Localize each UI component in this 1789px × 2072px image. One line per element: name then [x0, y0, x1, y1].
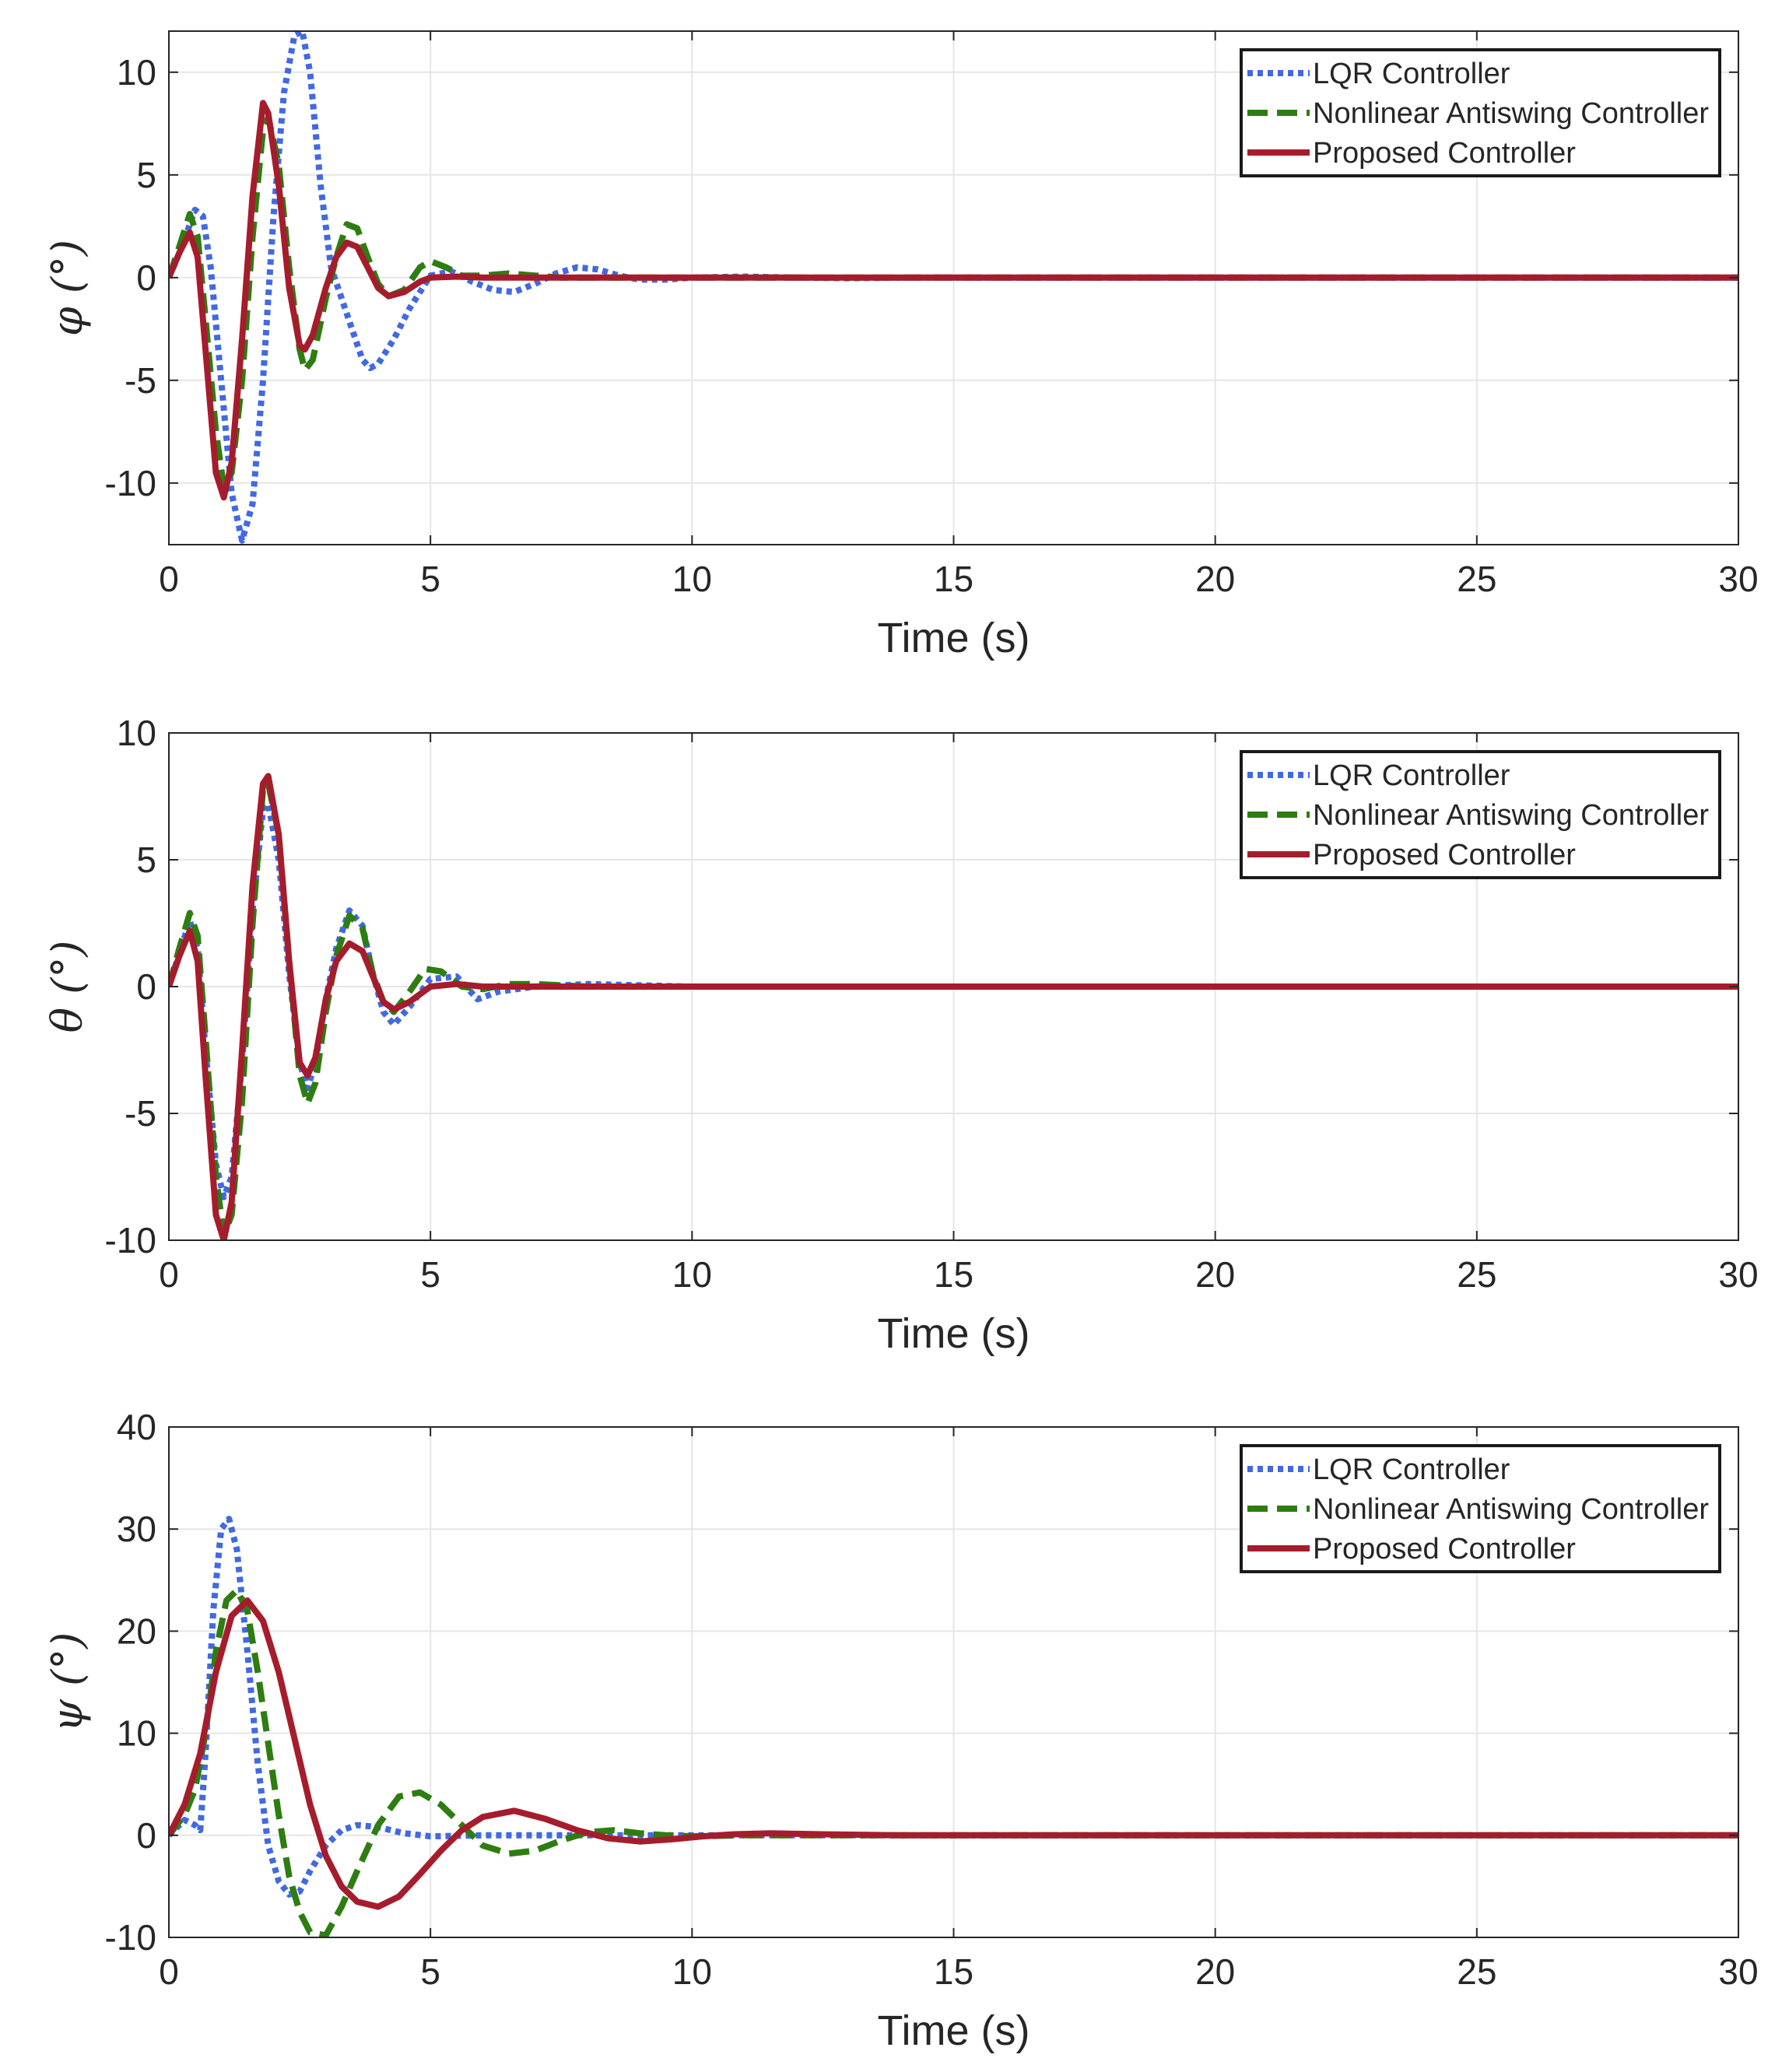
legend-label: LQR Controller — [1313, 58, 1510, 90]
y-tick-label: -10 — [105, 463, 156, 503]
x-tick-label: 30 — [1718, 559, 1758, 599]
x-tick-label: 20 — [1195, 1951, 1235, 1992]
legend-label: Nonlinear Antiswing Controller — [1313, 97, 1709, 130]
x-tick-label: 0 — [159, 559, 179, 599]
legend-label: Proposed Controller — [1313, 137, 1576, 170]
x-tick-label: 10 — [672, 1951, 712, 1992]
x-tick-label: 15 — [934, 1951, 973, 1992]
x-axis-label: Time (s) — [878, 2007, 1030, 2054]
x-tick-label: 25 — [1457, 559, 1496, 599]
y-tick-label: 10 — [117, 52, 156, 93]
series-group — [169, 773, 1738, 1240]
series-line-3 — [169, 100, 1738, 501]
y-tick-label: -10 — [105, 1220, 156, 1260]
legend-label: LQR Controller — [1313, 759, 1510, 792]
x-tick-label: 10 — [672, 1254, 712, 1295]
series-line-2 — [169, 1586, 1738, 1937]
x-tick-label: 5 — [420, 559, 440, 599]
y-tick-label: -10 — [105, 1917, 156, 1958]
x-axis-label: Time (s) — [878, 615, 1030, 661]
x-tick-label: 30 — [1718, 1254, 1758, 1295]
x-tick-label: 20 — [1195, 559, 1235, 599]
y-tick-label: 5 — [136, 155, 156, 195]
y-axis-label: φ (°) — [43, 240, 92, 336]
x-tick-label: 10 — [672, 559, 712, 599]
y-tick-label: 10 — [117, 713, 156, 753]
y-tick-label: 0 — [136, 966, 156, 1007]
legend: LQR Controller Nonlinear Antiswing Contro… — [1240, 750, 1721, 879]
y-tick-label: 30 — [117, 1509, 156, 1549]
legend: LQR Controller Nonlinear Antiswing Contro… — [1240, 1444, 1721, 1573]
legend-label: Proposed Controller — [1313, 839, 1576, 871]
x-tick-label: 20 — [1195, 1254, 1235, 1295]
y-tick-label: 10 — [117, 1713, 156, 1754]
x-tick-label: 25 — [1457, 1254, 1496, 1295]
legend-label: LQR Controller — [1313, 1453, 1510, 1486]
legend-box — [1240, 1444, 1721, 1573]
legend: LQR Controller Nonlinear Antiswing Contro… — [1240, 48, 1721, 177]
legend-label: Nonlinear Antiswing Controller — [1313, 799, 1709, 832]
y-tick-label: 40 — [117, 1407, 156, 1447]
x-tick-label: 25 — [1457, 1951, 1496, 1992]
legend-label: Proposed Controller — [1313, 1533, 1576, 1565]
series-line-3 — [169, 773, 1738, 1240]
y-tick-label: -5 — [125, 360, 156, 401]
y-tick-label: 0 — [136, 258, 156, 298]
x-tick-label: 0 — [159, 1254, 179, 1295]
y-tick-label: -5 — [125, 1093, 156, 1134]
y-axis-label: ψ (°) — [43, 1632, 92, 1733]
y-axis-label: θ (°) — [43, 941, 92, 1033]
series-line-1 — [169, 1516, 1738, 1898]
y-tick-label: 0 — [136, 1815, 156, 1856]
legend-box — [1240, 48, 1721, 177]
x-tick-label: 15 — [934, 559, 973, 599]
x-tick-label: 5 — [420, 1951, 440, 1992]
legend-label: Nonlinear Antiswing Controller — [1313, 1493, 1709, 1526]
subplot-1: 0 5 10 15 20 25 30 -10 -5 0 5 10 Time (s) φ (°) LQR Co… — [43, 30, 1759, 661]
series-line-3 — [169, 1597, 1738, 1910]
x-tick-label: 30 — [1718, 1951, 1758, 1992]
subplot-2: 0 5 10 15 20 25 30 -10 -5 0 5 10 Time (s) θ (°) LQR Co… — [43, 713, 1759, 1357]
legend-box — [1240, 750, 1721, 879]
y-tick-label: 20 — [117, 1611, 156, 1651]
x-tick-label: 15 — [934, 1254, 973, 1295]
y-tick-label: 5 — [136, 840, 156, 880]
x-tick-label: 5 — [420, 1254, 440, 1295]
series-group — [169, 1516, 1738, 1937]
series-group — [169, 31, 1738, 544]
x-axis-label: Time (s) — [878, 1310, 1030, 1357]
x-tick-label: 0 — [159, 1951, 179, 1992]
